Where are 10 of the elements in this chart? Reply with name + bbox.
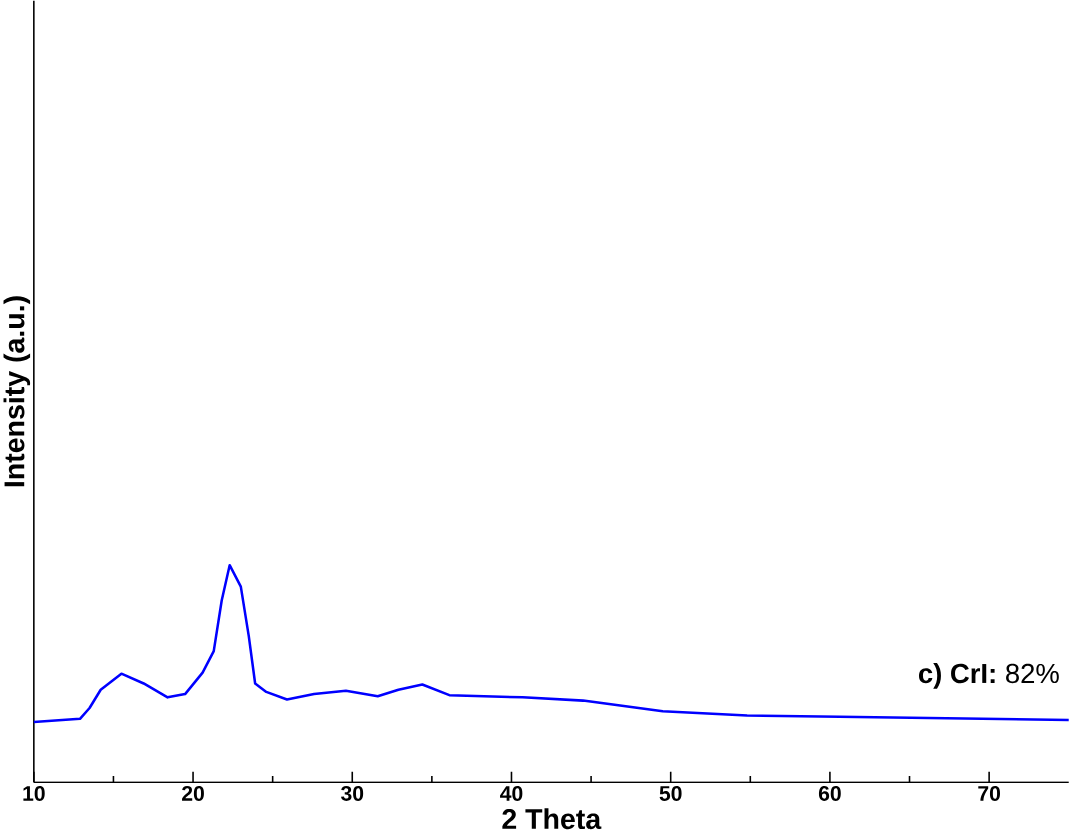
x-tick-label: 60 <box>818 786 841 802</box>
x-tick-label: 10 <box>23 786 45 802</box>
x-axis-title: 2 Theta <box>502 808 602 830</box>
annotation: c) CrI: 82% <box>918 663 1059 689</box>
x-tick-label: 40 <box>500 786 523 802</box>
x-tick-label: 70 <box>978 786 1000 802</box>
x-tick-label: 50 <box>659 786 682 802</box>
x-tick-label: 30 <box>341 786 364 802</box>
y-axis-title: Intensity (a.u.) <box>3 296 31 487</box>
x-tick-label: 20 <box>182 786 204 802</box>
